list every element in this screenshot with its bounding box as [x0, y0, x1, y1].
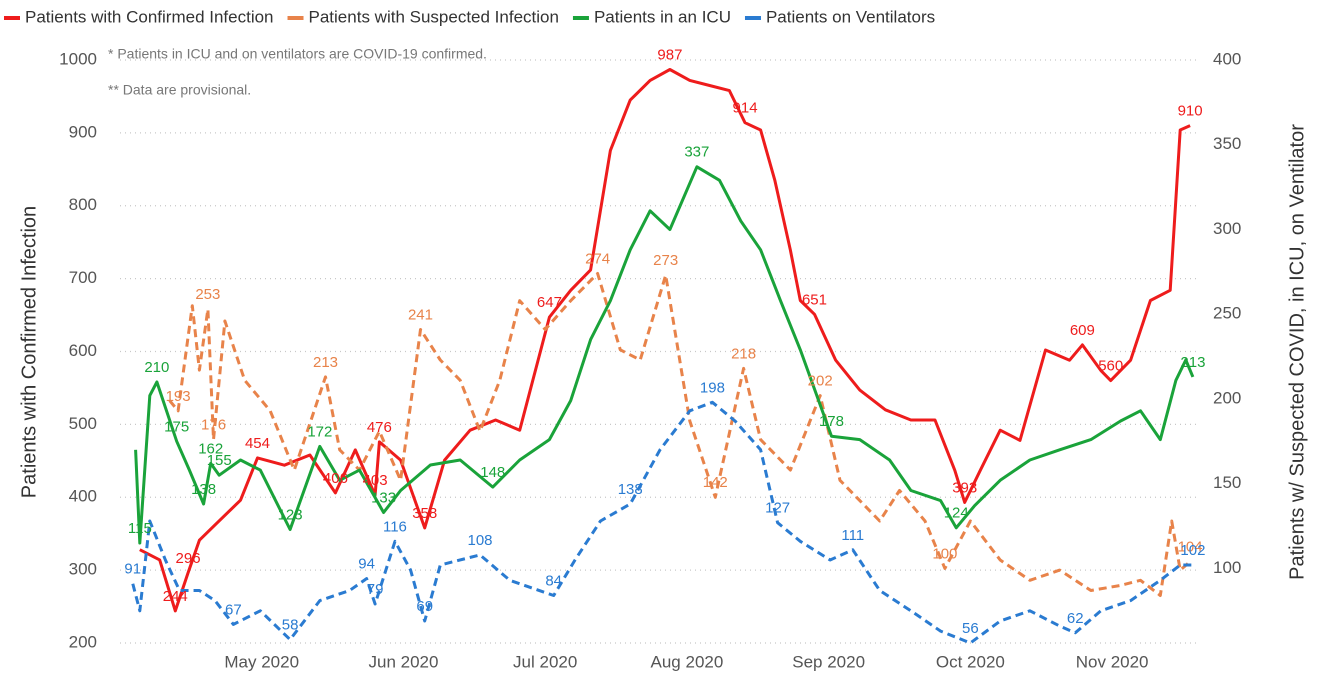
x-tick-label: Aug 2020: [651, 652, 724, 671]
y2-axis-title: Patients w/ Suspected COVID, in ICU, on …: [1286, 124, 1308, 580]
series-line: [168, 272, 1192, 597]
data-label: 651: [802, 291, 827, 308]
data-label: 162: [198, 440, 223, 457]
data-label: 58: [282, 617, 299, 634]
data-label: 647: [537, 294, 562, 311]
data-label: 104: [1178, 539, 1203, 556]
data-label: 176: [201, 417, 226, 434]
data-label: 94: [358, 556, 375, 573]
y-tick-label: 700: [69, 268, 97, 287]
data-label: 124: [944, 505, 969, 522]
y2-tick-label: 250: [1213, 304, 1241, 323]
data-label: 79: [367, 581, 384, 598]
y-tick-label: 1000: [59, 49, 97, 68]
legend-label: Patients with Suspected Infection: [309, 7, 559, 26]
data-label: 296: [176, 550, 201, 567]
data-label: 175: [164, 418, 189, 435]
data-label: 454: [245, 435, 270, 452]
data-label: 123: [278, 506, 303, 523]
data-label: 84: [545, 573, 562, 590]
data-label: 172: [307, 423, 332, 440]
data-label: 108: [467, 532, 492, 549]
series-line: [134, 165, 1195, 545]
data-label: 393: [952, 479, 977, 496]
data-label: 987: [657, 46, 682, 63]
data-label: 148: [480, 464, 505, 481]
data-label: 193: [166, 388, 191, 405]
data-label: 213: [1180, 354, 1205, 371]
legend-label: Patients with Confirmed Infection: [25, 7, 274, 26]
data-label: 274: [585, 251, 610, 268]
data-label: 178: [819, 413, 844, 430]
data-label: 115: [128, 520, 152, 537]
x-tick-label: Jun 2020: [368, 652, 438, 671]
data-label: 138: [618, 481, 643, 498]
y-tick-label: 800: [69, 195, 97, 214]
data-label: 241: [408, 306, 433, 323]
data-label: 133: [371, 489, 396, 506]
x-tick-label: Sep 2020: [792, 652, 865, 671]
data-label: 142: [703, 474, 728, 491]
data-label: 406: [323, 470, 348, 487]
data-label: 210: [144, 359, 169, 376]
y2-tick-label: 200: [1213, 388, 1241, 407]
data-label: 403: [363, 472, 388, 489]
data-label: 218: [731, 345, 756, 362]
series-line: [131, 400, 1193, 645]
y-tick-label: 300: [69, 560, 97, 579]
data-label: 155: [207, 452, 232, 469]
data-label: 560: [1098, 358, 1123, 375]
x-tick-label: Oct 2020: [936, 652, 1005, 671]
data-label: 609: [1070, 322, 1095, 339]
data-label: 91: [124, 561, 141, 578]
data-label: 56: [962, 620, 979, 637]
note: * Patients in ICU and on ventilators are…: [108, 46, 487, 62]
data-label: 213: [313, 354, 338, 371]
data-label: 910: [1178, 103, 1203, 120]
note: ** Data are provisional.: [108, 82, 251, 98]
data-label: 253: [195, 286, 220, 303]
y-tick-label: 500: [69, 414, 97, 433]
x-tick-label: Jul 2020: [513, 652, 577, 671]
legend-label: Patients in an ICU: [594, 7, 731, 26]
data-label: 198: [700, 379, 725, 396]
y-tick-label: 200: [69, 632, 97, 651]
y-tick-label: 400: [69, 487, 97, 506]
x-tick-label: May 2020: [224, 652, 299, 671]
y2-tick-label: 100: [1213, 558, 1241, 577]
y-axis-title: Patients with Confirmed Infection: [18, 206, 40, 498]
data-label: 244: [163, 588, 188, 605]
data-label: 67: [225, 601, 242, 618]
y2-tick-label: 350: [1213, 134, 1241, 153]
data-label: 273: [653, 252, 678, 269]
data-label: 100: [932, 545, 957, 562]
legend-label: Patients on Ventilators: [766, 7, 935, 26]
data-label: 127: [765, 500, 790, 517]
y-tick-label: 900: [69, 122, 97, 141]
data-label: 69: [416, 598, 433, 615]
data-label: 202: [808, 373, 833, 390]
y2-tick-label: 400: [1213, 49, 1241, 68]
data-label: 914: [733, 100, 758, 117]
data-label: 102: [1180, 542, 1205, 559]
data-label: 111: [841, 527, 864, 544]
y2-tick-label: 300: [1213, 219, 1241, 238]
series-line: [139, 68, 1191, 613]
data-label: 62: [1067, 610, 1084, 627]
legend: Patients with Confirmed Infection Patient…: [4, 7, 935, 26]
data-label: 337: [684, 144, 709, 161]
data-label: 358: [412, 505, 437, 522]
y-tick-label: 600: [69, 341, 97, 360]
data-label: 476: [367, 419, 392, 436]
data-label: 116: [383, 518, 407, 535]
y2-tick-label: 150: [1213, 473, 1241, 492]
x-tick-label: Nov 2020: [1076, 652, 1149, 671]
data-label: 138: [191, 481, 216, 498]
